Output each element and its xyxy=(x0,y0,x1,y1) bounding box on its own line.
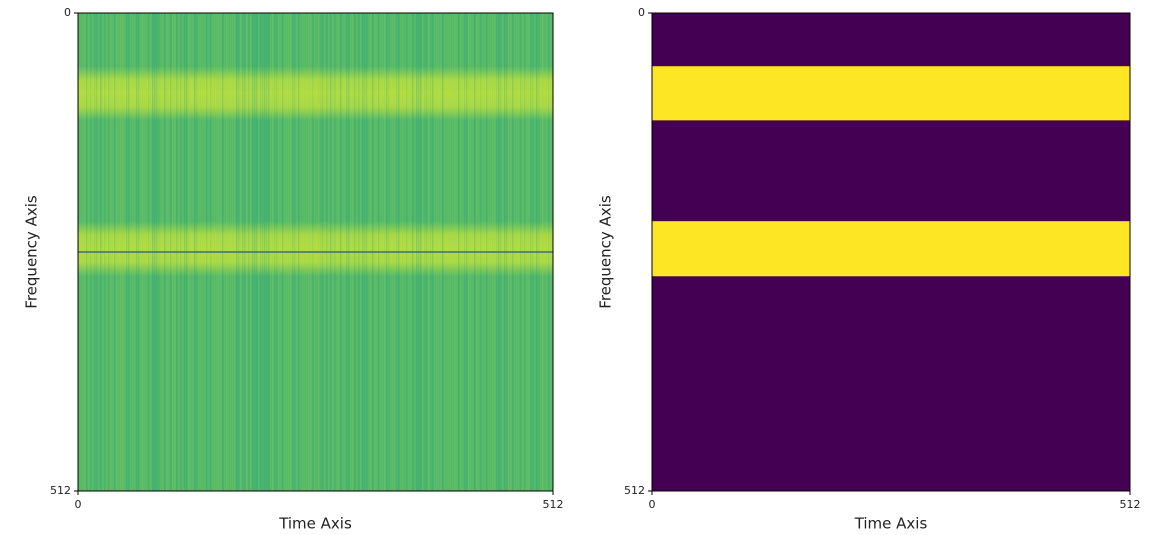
x-axis-label: Time Axis xyxy=(854,515,928,533)
y-axis-label: Frequency Axis xyxy=(23,195,41,309)
x-axis-label: Time Axis xyxy=(278,515,352,533)
x-tick-label: 0 xyxy=(75,498,82,511)
figure: 0 512 0 512 Time Axis Frequency Axis 0 512 0 512 T… xyxy=(0,0,1160,535)
band xyxy=(652,66,1130,120)
band xyxy=(652,221,1130,276)
y-tick-label: 0 xyxy=(638,6,645,19)
x-tick-label: 0 xyxy=(649,498,656,511)
x-tick-label: 512 xyxy=(543,498,564,511)
x-tick-label: 512 xyxy=(1120,498,1141,511)
y-tick-label: 0 xyxy=(64,6,71,19)
y-tick-label: 512 xyxy=(50,484,71,497)
y-tick-label: 512 xyxy=(624,484,645,497)
y-axis-label: Frequency Axis xyxy=(597,195,615,309)
